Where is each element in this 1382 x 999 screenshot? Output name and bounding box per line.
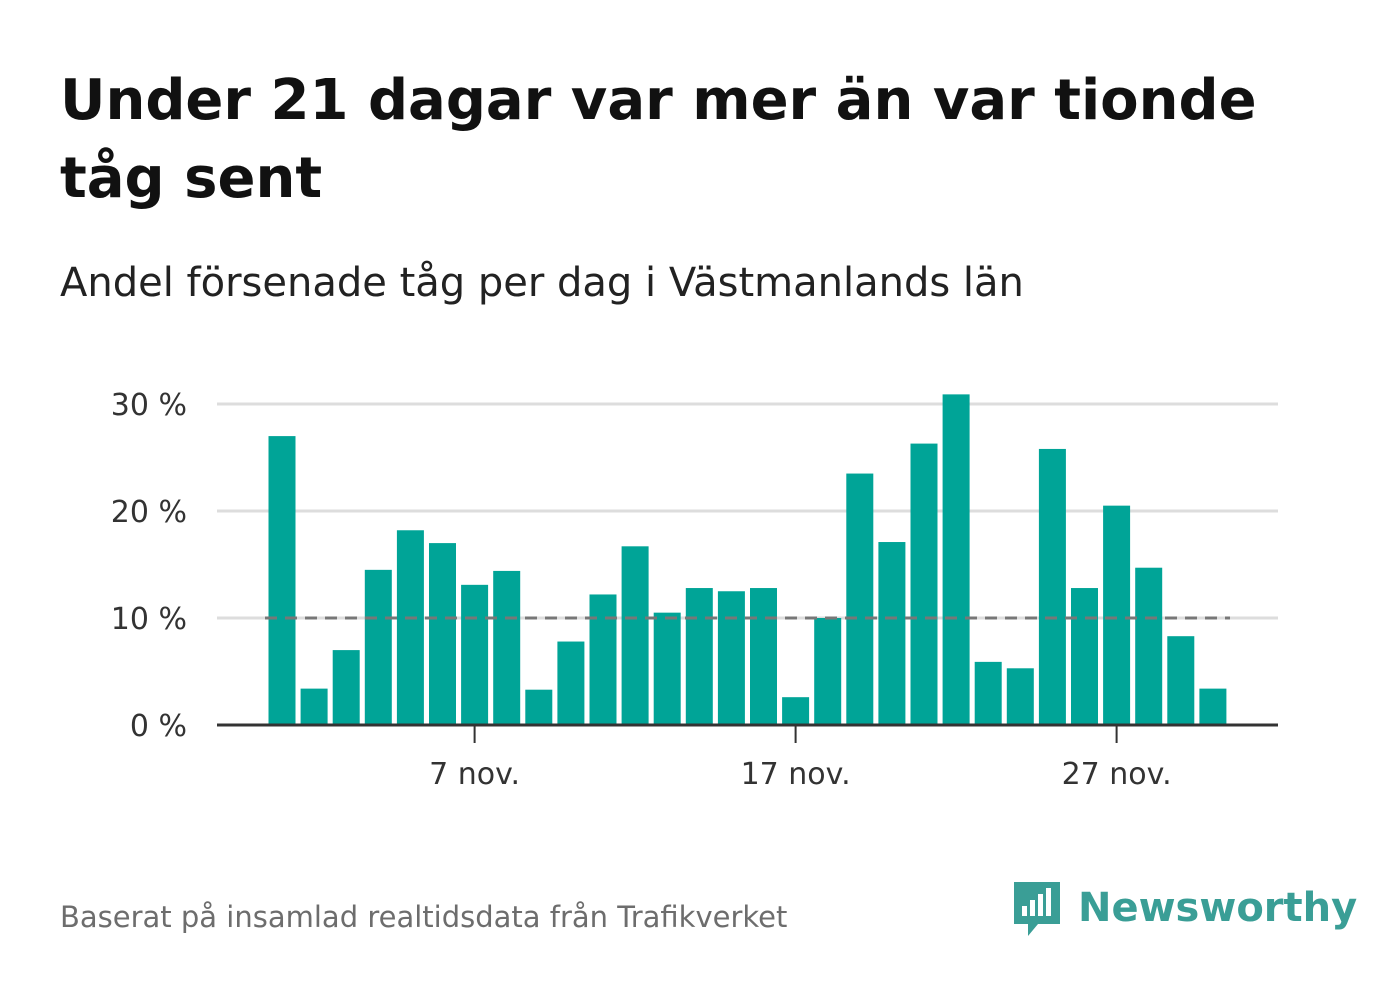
chart-title: Under 21 dagar var mer än var tionde tåg… bbox=[60, 68, 1257, 211]
bar bbox=[750, 588, 777, 725]
bar bbox=[1103, 505, 1131, 725]
y-tick-label: 0 % bbox=[130, 709, 187, 744]
bar bbox=[621, 546, 649, 725]
bar bbox=[268, 436, 296, 725]
bar bbox=[1167, 636, 1195, 725]
bar bbox=[525, 689, 553, 725]
bar bbox=[782, 697, 810, 725]
bar bbox=[332, 650, 360, 725]
bar bbox=[942, 394, 970, 725]
bar bbox=[846, 473, 874, 725]
bar bbox=[364, 569, 392, 725]
bar bbox=[300, 688, 328, 725]
x-tick-label: 17 nov. bbox=[741, 757, 851, 792]
bars bbox=[268, 394, 1227, 725]
bar bbox=[461, 584, 489, 725]
bar bbox=[878, 542, 906, 725]
bar bbox=[589, 594, 617, 725]
x-tick-label: 27 nov. bbox=[1062, 757, 1172, 792]
axes: 0 % 10 % 20 % 30 % 7 nov. 17 nov. 27 nov. bbox=[111, 388, 1278, 792]
bar bbox=[717, 591, 745, 725]
x-tick-label: 7 nov. bbox=[429, 757, 520, 792]
bar bbox=[493, 570, 521, 725]
bar bbox=[814, 618, 842, 725]
logo-text: Newsworthy bbox=[1078, 885, 1358, 931]
newsworthy-logo-icon bbox=[1014, 882, 1060, 936]
bar bbox=[1038, 448, 1066, 725]
bar bbox=[1199, 688, 1227, 725]
bar bbox=[1135, 567, 1163, 725]
y-tick-label: 30 % bbox=[111, 388, 187, 423]
bar bbox=[685, 588, 713, 725]
bar bbox=[1006, 668, 1034, 725]
bar bbox=[429, 543, 456, 725]
chart-subtitle: Andel försenade tåg per dag i Västmanlan… bbox=[60, 260, 1024, 306]
bar bbox=[974, 661, 1002, 725]
source-note: Baserat på insamlad realtidsdata från Tr… bbox=[60, 900, 788, 934]
y-tick-label: 10 % bbox=[111, 602, 187, 637]
bar bbox=[910, 443, 938, 725]
bar bbox=[396, 530, 424, 725]
bar bbox=[1071, 588, 1098, 725]
bar-chart: 0 % 10 % 20 % 30 % 7 nov. 17 nov. 27 nov. bbox=[111, 388, 1278, 792]
newsworthy-logo: Newsworthy bbox=[1010, 878, 1357, 938]
bar bbox=[557, 641, 585, 725]
y-tick-label: 20 % bbox=[111, 495, 187, 530]
bar bbox=[653, 612, 681, 725]
